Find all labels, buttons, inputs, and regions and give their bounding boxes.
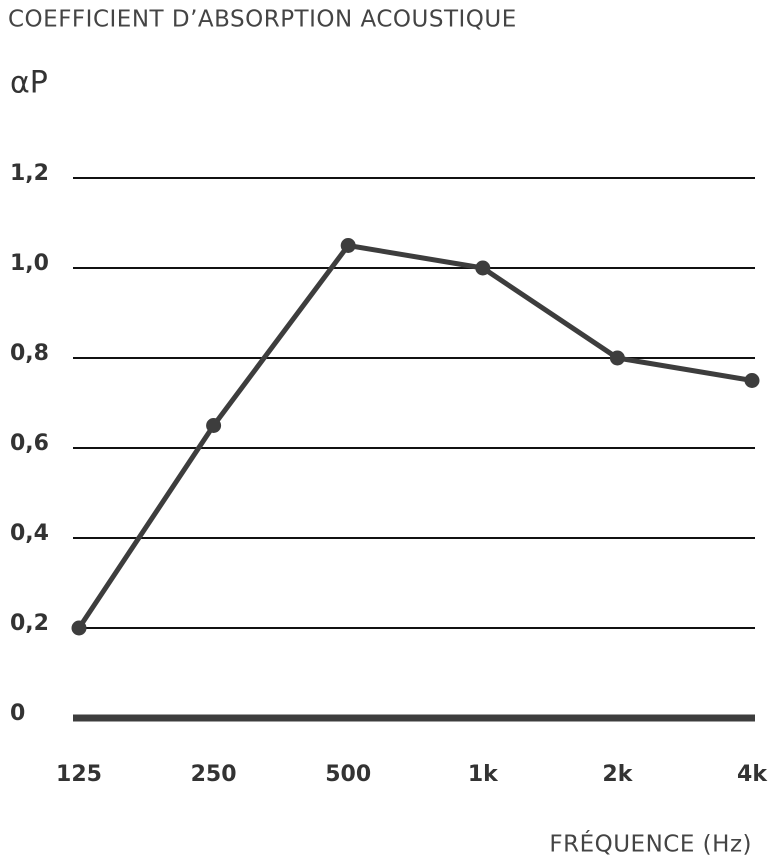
data-point: [609, 350, 625, 366]
data-point: [744, 373, 760, 388]
x-tick-label: 250: [191, 762, 237, 787]
data-point: [206, 418, 222, 433]
x-tick-label: 125: [56, 762, 102, 787]
y-tick-label: 1,0: [10, 251, 49, 276]
y-tick-label: 0,2: [10, 611, 49, 636]
y-tick-label: 1,2: [10, 161, 49, 186]
y-tick-label: 0: [10, 701, 25, 726]
x-axis-label: FRÉQUENCE (Hz): [549, 830, 752, 858]
y-axis-label: αP: [10, 66, 48, 101]
data-line: [76, 243, 753, 630]
data-point: [340, 238, 356, 253]
x-tick-label: 4k: [737, 762, 768, 787]
y-tick-label: 0,4: [10, 521, 49, 546]
data-point: [475, 260, 491, 276]
data-point: [71, 620, 87, 636]
x-tick-label: 2k: [602, 762, 633, 787]
y-tick-label: 0,8: [10, 341, 49, 366]
x-tick-label: 500: [325, 762, 371, 787]
chart-title: COEFFICIENT D’ABSORPTION ACOUSTIQUE: [8, 7, 517, 33]
y-tick-label: 0,6: [10, 431, 49, 456]
x-tick-label: 1k: [468, 762, 499, 787]
